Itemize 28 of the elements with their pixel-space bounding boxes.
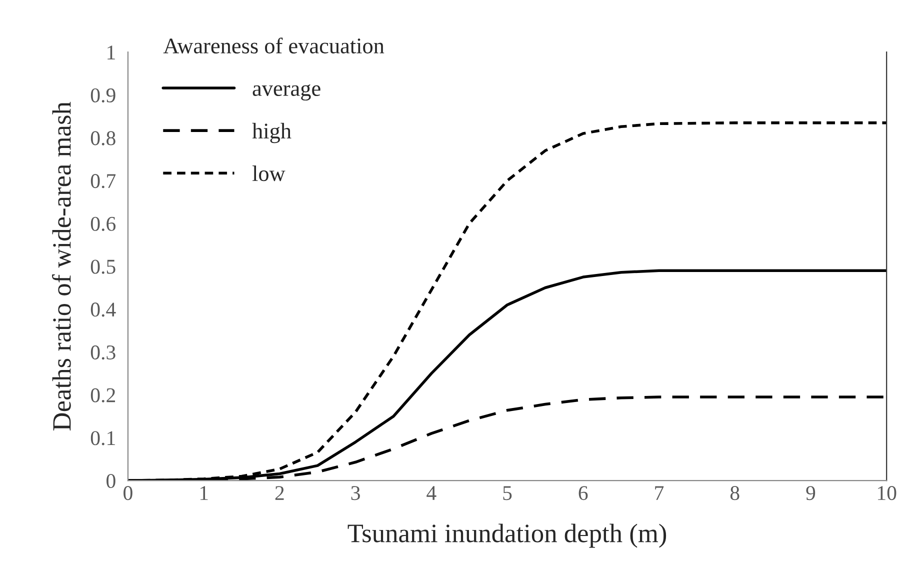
legend-label: high — [252, 122, 292, 144]
x-tick-label: 10 — [878, 486, 896, 500]
legend-label: average — [252, 84, 320, 101]
x-tick-label: 3 — [351, 486, 360, 500]
x-tick-label: 9 — [806, 486, 816, 500]
x-tick-label: 5 — [503, 486, 512, 500]
y-tick-label: 0.7 — [90, 174, 116, 188]
x-tick-label: 0 — [124, 486, 132, 500]
y-tick-label: 1 — [108, 46, 115, 60]
y-tick-label: 0.8 — [90, 131, 116, 146]
x-tick-label: 1 — [200, 486, 208, 500]
y-tick-label: 0.5 — [90, 260, 116, 274]
x-tick-label: 6 — [578, 486, 588, 500]
y-tick-label: 0.3 — [90, 345, 116, 360]
x-tick-label: 2 — [275, 486, 284, 500]
x-tick-label: 7 — [655, 486, 664, 500]
y-tick-label: 0 — [106, 474, 116, 488]
x-tick-label: 8 — [730, 486, 740, 500]
legend-label: low — [252, 165, 286, 182]
y-tick-label: 0.1 — [90, 431, 115, 446]
y-tick-label: 0.6 — [90, 216, 116, 232]
legend-title: Awareness of evacuation — [163, 38, 384, 54]
x-tick-label: 4 — [426, 486, 436, 500]
y-axis-title: Deaths ratio of wide-area mash — [52, 102, 71, 430]
y-tick-label: 0.2 — [90, 388, 116, 402]
y-tick-label: 0.9 — [90, 88, 116, 102]
x-axis-title: Tsunami inundation depth (m) — [348, 524, 666, 548]
y-tick-label: 0.4 — [90, 302, 116, 317]
